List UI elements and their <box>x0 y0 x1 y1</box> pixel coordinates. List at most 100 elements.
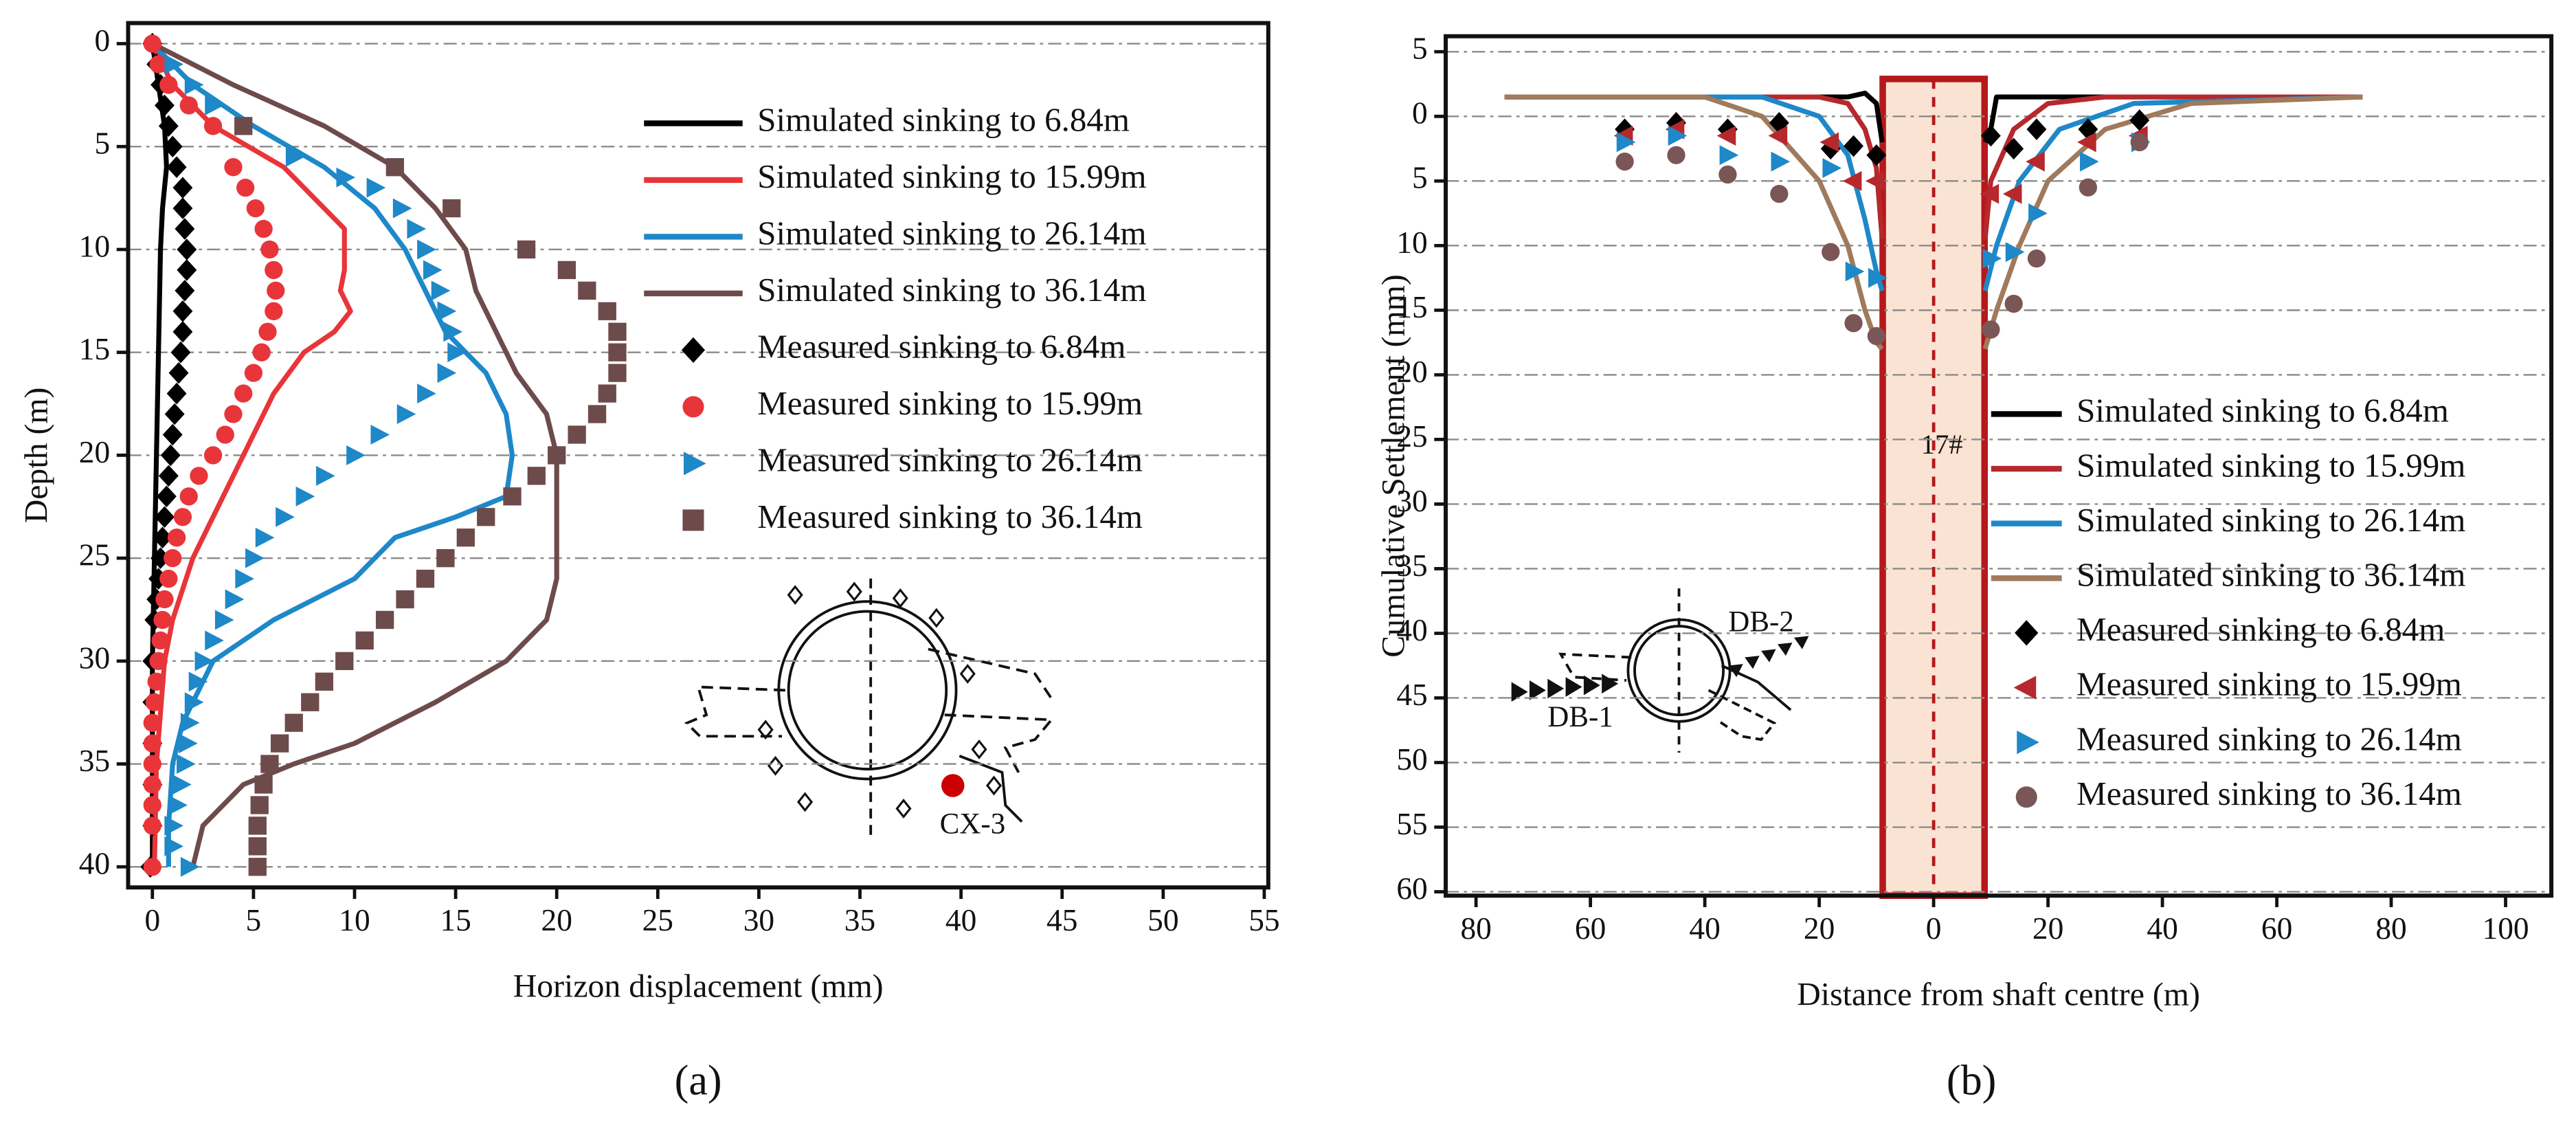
data-point <box>162 423 183 446</box>
data-point <box>172 320 193 343</box>
y-tick-label: 40 <box>79 847 110 881</box>
series-line <box>150 42 515 867</box>
data-point <box>178 733 198 754</box>
data-point <box>1718 165 1737 184</box>
data-point <box>270 734 289 753</box>
x-tick-label: 45 <box>1046 903 1077 937</box>
data-point <box>517 240 536 259</box>
data-point <box>143 816 161 835</box>
data-point <box>172 197 193 219</box>
plot-frame <box>126 21 1270 890</box>
data-point <box>2002 184 2022 204</box>
data-point <box>1719 145 1739 166</box>
data-point <box>177 259 197 281</box>
data-point <box>1822 158 1842 178</box>
y-tick-label: 10 <box>79 229 110 263</box>
cx-3-point <box>941 774 965 797</box>
caption: (a) <box>675 1057 722 1104</box>
data-point <box>224 405 243 423</box>
data-point <box>205 630 224 651</box>
data-point <box>1667 146 1685 164</box>
data-point <box>205 95 224 115</box>
data-point <box>346 445 366 465</box>
data-point <box>598 302 616 320</box>
data-point <box>396 404 416 424</box>
data-point <box>1770 184 1789 203</box>
data-point <box>180 856 200 877</box>
data-point <box>370 425 390 445</box>
y-tick-label: 0 <box>1412 96 1428 131</box>
data-point <box>2130 133 2149 152</box>
y-axis-label: Depth (m) <box>18 388 54 524</box>
data-point <box>172 177 193 199</box>
data-point <box>143 796 161 814</box>
data-point <box>1844 314 1863 333</box>
plot-area <box>140 32 627 878</box>
data-point <box>236 178 255 197</box>
y-tick-label: 5 <box>1412 32 1428 66</box>
data-point <box>168 362 189 384</box>
data-point <box>224 158 243 177</box>
data-point <box>151 631 170 650</box>
data-point <box>301 693 320 711</box>
data-point <box>158 465 179 487</box>
data-point <box>2078 118 2098 140</box>
data-point <box>578 281 596 300</box>
data-point <box>437 301 457 322</box>
data-point <box>143 734 161 753</box>
data-point <box>2028 203 2048 223</box>
data-point <box>316 465 335 486</box>
data-point <box>143 34 161 53</box>
y-tick-label: 0 <box>94 23 110 58</box>
data-point <box>503 487 522 506</box>
data-point <box>608 343 627 362</box>
data-point <box>1980 124 2001 147</box>
data-point <box>172 300 193 322</box>
data-point <box>548 446 566 465</box>
data-point <box>179 487 198 506</box>
x-tick-label: 60 <box>2261 911 2292 946</box>
data-point <box>417 239 436 260</box>
data-point <box>2026 151 2045 172</box>
data-point <box>436 548 455 568</box>
data-point <box>164 836 183 856</box>
y-tick-label: 25 <box>1396 419 1427 454</box>
data-point <box>153 610 172 630</box>
y-tick-label: 25 <box>79 538 110 572</box>
data-point <box>156 485 177 508</box>
data-point <box>252 343 271 362</box>
data-point <box>143 775 161 794</box>
data-point <box>248 816 267 835</box>
inset-schematic-b <box>1511 588 1809 753</box>
data-point <box>172 775 192 794</box>
data-point <box>587 405 607 423</box>
x-tick-label: 80 <box>2375 911 2406 946</box>
data-point <box>179 96 198 115</box>
legend-label: Measured sinking to 6.84m <box>757 328 1125 366</box>
data-point <box>265 302 283 320</box>
data-point <box>1980 184 2000 204</box>
data-point <box>164 815 183 836</box>
data-point <box>336 167 356 188</box>
data-point <box>203 446 223 465</box>
data-point <box>155 590 174 609</box>
data-point <box>2077 132 2096 153</box>
data-point <box>1982 320 2000 339</box>
data-point <box>175 218 195 240</box>
y-tick-label: 35 <box>1396 548 1427 583</box>
x-tick-label: 15 <box>440 903 471 937</box>
data-point <box>1867 326 1886 346</box>
y-tick-label: 30 <box>79 641 110 675</box>
x-tick-label: 5 <box>246 903 262 937</box>
data-point <box>162 135 183 158</box>
x-tick-label: 40 <box>1689 911 1720 946</box>
x-tick-label: 30 <box>743 903 774 937</box>
inset-label: DB-1 <box>1547 701 1613 733</box>
data-point <box>608 364 627 382</box>
data-point <box>267 281 285 300</box>
data-point <box>2027 249 2046 268</box>
legend-label: Measured sinking to 36.14m <box>2076 775 2462 812</box>
y-tick-label: 5 <box>94 126 110 161</box>
x-tick-label: 20 <box>2032 911 2063 946</box>
data-point <box>1842 170 1862 191</box>
